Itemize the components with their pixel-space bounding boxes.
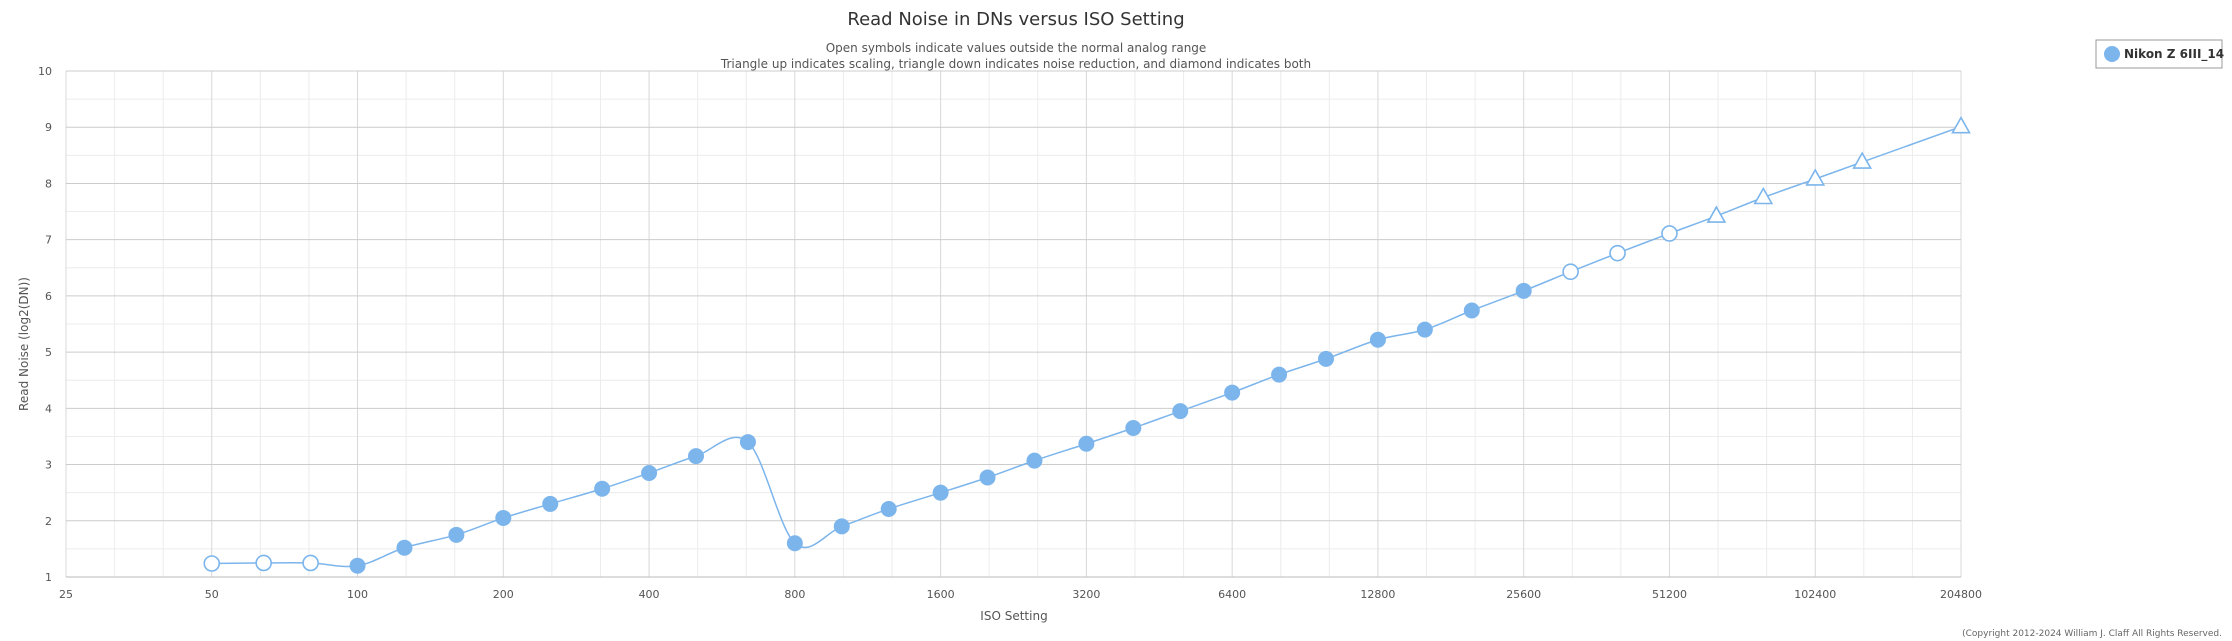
data-point-filled [594, 480, 611, 497]
data-point-open [1562, 263, 1579, 281]
x-axis-label: ISO Setting [980, 609, 1047, 623]
data-point-filled [495, 509, 512, 526]
data-point-filled [1125, 420, 1142, 437]
data-point-open [302, 554, 319, 572]
data-point-filled [1271, 366, 1288, 383]
x-tick-label: 800 [784, 588, 805, 601]
x-tick-label: 200 [493, 588, 514, 601]
data-point-triangle-up [1706, 205, 1727, 223]
y-axis-label: Read Noise (log2(DN)) [17, 277, 31, 411]
x-tick-label: 400 [639, 588, 660, 601]
data-point-open [203, 555, 221, 572]
data-point-open [255, 554, 272, 572]
x-tick-label: 3200 [1072, 588, 1100, 601]
data-point-filled [1224, 384, 1241, 401]
series-layer [203, 116, 1971, 574]
data-point-filled [396, 539, 413, 556]
chart-subtitle-line-2: Triangle up indicates scaling, triangle … [720, 57, 1311, 71]
data-point-filled [448, 526, 465, 543]
y-tick-label: 8 [45, 177, 52, 190]
data-point-filled [932, 484, 949, 501]
legend-marker-nikon [2104, 46, 2120, 62]
x-tick-label: 100 [347, 588, 368, 601]
data-point-filled [1463, 302, 1480, 319]
x-tick-label: 204800 [1940, 588, 1982, 601]
y-tick-label: 1 [45, 571, 52, 584]
chart-title: Read Noise in DNs versus ISO Setting [847, 9, 1184, 30]
legend-label-nikon[interactable]: Nikon Z 6III_14 [2124, 47, 2224, 62]
x-tick-label: 25 [59, 588, 73, 601]
data-point-open [1609, 244, 1626, 262]
legend[interactable]: Nikon Z 6III_14 [2095, 39, 2224, 69]
data-point-triangle-up [1951, 116, 1971, 134]
x-tick-label: 102400 [1794, 588, 1836, 601]
data-point-filled [833, 518, 850, 535]
y-tick-label: 10 [38, 65, 52, 78]
data-point-filled [1078, 435, 1095, 452]
data-point-filled [1172, 403, 1189, 420]
data-point-triangle-up [1753, 186, 1774, 205]
data-point-filled [979, 469, 996, 486]
data-point-filled [1515, 282, 1532, 299]
data-point-filled [880, 500, 897, 517]
y-tick-label: 3 [45, 459, 52, 472]
x-tick-label: 12800 [1360, 588, 1395, 601]
x-tick-label: 6400 [1218, 588, 1246, 601]
y-tick-label: 9 [45, 121, 52, 134]
data-point-filled [688, 448, 705, 465]
x-tick-label: 25600 [1506, 588, 1541, 601]
data-point-filled [641, 464, 658, 481]
x-tick-label: 50 [205, 588, 219, 601]
data-point-filled [1369, 331, 1386, 348]
y-tick-label: 7 [45, 234, 52, 247]
data-point-filled [542, 495, 559, 512]
data-point-filled [1318, 350, 1335, 367]
y-tick-label: 4 [45, 402, 52, 415]
x-tick-labels: 25 50 100 200 400 800 1600 3200 6400 12800 25600 51… [59, 588, 1982, 601]
y-tick-labels: 1 2 3 4 5 6 7 8 9 10 [38, 65, 52, 584]
data-point-filled [349, 557, 366, 574]
minor-grid [66, 71, 1961, 577]
y-tick-label: 2 [45, 515, 52, 528]
x-tick-label: 51200 [1652, 588, 1687, 601]
y-tick-label: 6 [45, 290, 52, 303]
data-point-open [1661, 225, 1678, 242]
chart-subtitle-line-1: Open symbols indicate values outside the… [826, 41, 1207, 55]
x-tick-label: 1600 [927, 588, 955, 601]
y-tick-label: 5 [45, 346, 52, 359]
data-point-filled [739, 434, 756, 451]
data-point-filled [1026, 452, 1043, 469]
data-point-filled [1416, 321, 1433, 338]
data-point-filled [786, 535, 803, 552]
data-point-triangle-up [1852, 151, 1873, 169]
copyright-note: (Copyright 2012-2024 William J. Claff Al… [1962, 629, 2222, 639]
data-point-triangle-up [1805, 168, 1826, 186]
